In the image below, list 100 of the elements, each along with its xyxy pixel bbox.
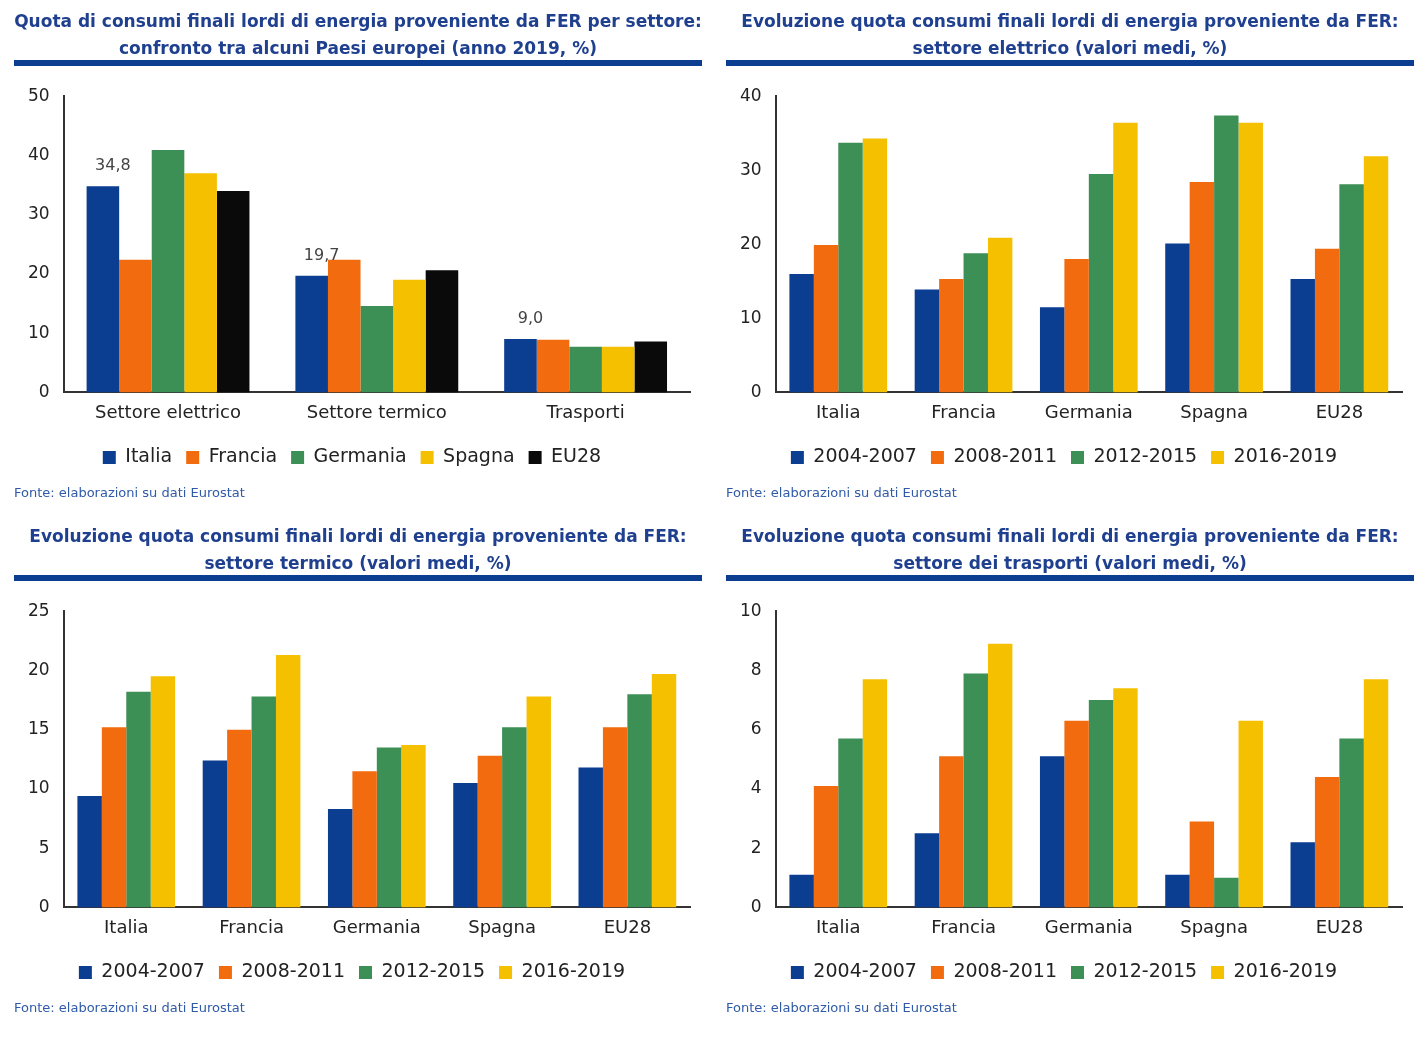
y-tick-label: 10 xyxy=(739,599,762,620)
legend-label: 2016-2019 xyxy=(1233,959,1338,982)
x-tick-label: EU28 xyxy=(1315,915,1364,937)
bar xyxy=(1238,122,1263,393)
y-tick-label: 30 xyxy=(739,158,762,179)
bar xyxy=(101,727,127,908)
legend-label: Germania xyxy=(313,444,407,467)
bar xyxy=(789,273,814,393)
bar xyxy=(1214,877,1239,908)
x-tick-label: Italia xyxy=(816,400,861,422)
bar xyxy=(634,341,668,393)
y-tick-label: 20 xyxy=(27,658,50,679)
bar xyxy=(1039,756,1065,908)
bar xyxy=(627,694,652,908)
legend-label: 2012-2015 xyxy=(381,959,486,982)
bar xyxy=(536,339,570,393)
bar xyxy=(275,655,301,908)
legend-label: 2012-2015 xyxy=(1093,444,1198,467)
bar xyxy=(1064,259,1089,393)
y-tick-label: 5 xyxy=(38,836,50,857)
bar xyxy=(119,259,152,393)
bar xyxy=(295,275,328,393)
y-tick-label: 0 xyxy=(750,895,762,916)
y-tick-label: 2 xyxy=(750,836,762,857)
bar xyxy=(526,696,551,908)
bar xyxy=(862,679,888,908)
bar xyxy=(914,289,940,393)
x-tick-label: Germania xyxy=(1044,400,1133,422)
chart-title: Evoluzione quota consumi finali lordi di energia proveniente da FER: settore termico (valori medi, %) xyxy=(14,523,702,581)
x-tick-label: Settore termico xyxy=(306,400,447,422)
legend-label: 2008-2011 xyxy=(953,959,1058,982)
bar xyxy=(601,346,635,393)
legend-label: 2016-2019 xyxy=(521,959,626,982)
bar xyxy=(376,747,402,908)
legend-label: 2004-2007 xyxy=(813,959,917,982)
x-tick-label: EU28 xyxy=(603,915,652,937)
bar xyxy=(813,785,839,908)
legend-label: 2004-2007 xyxy=(813,444,917,467)
bar xyxy=(150,676,176,908)
y-tick-label: 25 xyxy=(27,599,50,620)
bar xyxy=(838,738,863,908)
bar xyxy=(1165,243,1190,393)
bar xyxy=(963,673,988,908)
bar xyxy=(1290,842,1315,908)
y-tick-label: 20 xyxy=(739,232,762,253)
x-tick-label: Italia xyxy=(816,915,861,937)
y-tick-label: 6 xyxy=(750,718,762,739)
bar xyxy=(939,279,964,393)
y-tick-label: 0 xyxy=(38,380,50,401)
bar xyxy=(504,339,537,393)
y-tick-label: 4 xyxy=(750,777,762,798)
source-note: Fonte: elaborazioni su dati Eurostat xyxy=(726,485,958,500)
legend-label: 2016-2019 xyxy=(1233,444,1338,467)
bar xyxy=(477,755,503,908)
bar xyxy=(86,186,120,393)
bar xyxy=(651,673,677,908)
legend-label: 2008-2011 xyxy=(241,959,346,982)
bar xyxy=(838,142,863,393)
bar xyxy=(453,783,478,908)
bar xyxy=(327,809,353,908)
source-note: Fonte: elaborazioni su dati Eurostat xyxy=(14,1000,246,1015)
bar xyxy=(1339,184,1364,393)
bar xyxy=(1363,156,1389,393)
data-label: 19,7 xyxy=(303,244,340,264)
bar xyxy=(789,874,814,908)
bar xyxy=(602,727,628,908)
bar xyxy=(425,270,459,393)
chart-title: Evoluzione quota consumi finali lordi di energia proveniente da FER: settore elettrico (valori medi, %) xyxy=(726,8,1414,66)
bar xyxy=(987,237,1013,393)
bar xyxy=(1088,700,1114,908)
bar xyxy=(401,745,426,908)
legend-label: Spagna xyxy=(443,444,515,467)
bar xyxy=(1165,874,1190,908)
bar xyxy=(578,767,603,908)
x-tick-label: EU28 xyxy=(1315,400,1364,422)
bar xyxy=(1314,248,1340,393)
x-tick-label: Germania xyxy=(1044,915,1133,937)
x-tick-label: Spagna xyxy=(1180,400,1248,422)
bar xyxy=(202,760,228,908)
bar xyxy=(1214,115,1239,393)
bar xyxy=(1113,122,1138,393)
bar xyxy=(1238,720,1263,908)
source-note: Fonte: elaborazioni su dati Eurostat xyxy=(726,1000,958,1015)
bar xyxy=(502,727,527,908)
bar xyxy=(813,245,839,393)
bar xyxy=(1314,777,1340,908)
x-tick-label: Francia xyxy=(219,915,284,937)
data-label: 34,8 xyxy=(95,155,131,175)
y-tick-label: 30 xyxy=(27,203,50,224)
source-note: Fonte: elaborazioni su dati Eurostat xyxy=(14,485,246,500)
legend-label: 2004-2007 xyxy=(101,959,205,982)
x-tick-label: Francia xyxy=(931,915,996,937)
x-tick-label: Spagna xyxy=(1180,915,1248,937)
bar xyxy=(1064,720,1089,908)
legend-label: EU28 xyxy=(551,444,602,467)
bar xyxy=(987,643,1013,908)
x-tick-label: Trasporti xyxy=(545,400,625,422)
y-tick-label: 50 xyxy=(27,84,50,105)
y-tick-label: 10 xyxy=(27,777,50,798)
bar xyxy=(1189,182,1215,393)
